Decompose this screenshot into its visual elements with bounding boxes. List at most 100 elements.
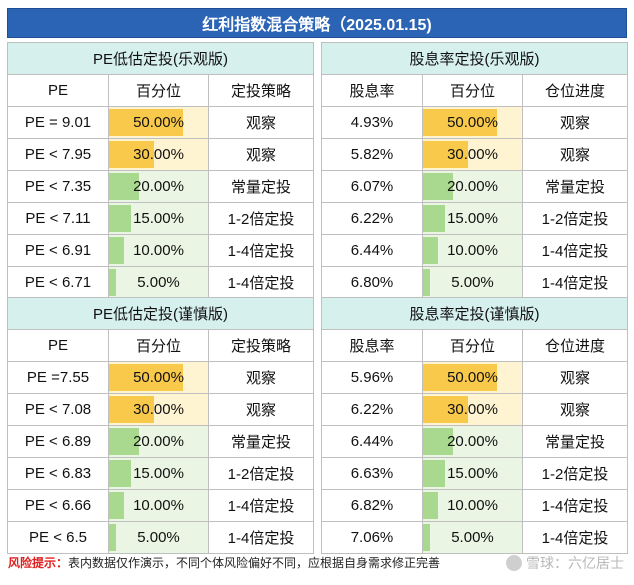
percentile-bar: [423, 428, 453, 455]
plan-cell: 1-4倍定投: [207, 489, 315, 522]
strategy-table: 股息率定投(谨慎版) 股息率 百分位 仓位进度 5.96% 50.00% 观察 6.22% 30…: [320, 297, 629, 554]
percentile-bar: [423, 141, 468, 168]
percentile-bar: [423, 396, 468, 423]
percentile-cell: 50.00%: [422, 106, 523, 139]
plan-cell: 常量定投: [521, 170, 629, 203]
strategy-table: PE低估定投(乐观版) PE 百分位 定投策略 PE = 9.01 50.00% 观察 PE …: [6, 42, 315, 299]
percentile-cell: 50.00%: [108, 361, 209, 394]
percentile-value: 50.00%: [447, 114, 498, 131]
percentile-cell: 30.00%: [422, 393, 523, 426]
table-row: 5.96% 50.00% 观察: [321, 361, 629, 394]
column-header: 定投策略: [207, 329, 315, 362]
percentile-bar: [109, 428, 139, 455]
strategy-table: PE低估定投(谨慎版) PE 百分位 定投策略 PE =7.55 50.00% 观察 PE <…: [6, 297, 315, 554]
percentile-cell: 20.00%: [422, 425, 523, 458]
percentile-cell: 15.00%: [108, 457, 209, 490]
panel-title: 股息率定投(谨慎版): [320, 297, 629, 330]
percentile-bar: [423, 237, 438, 264]
percentile-cell: 20.00%: [108, 425, 209, 458]
column-header: 百分位: [422, 329, 523, 362]
percentile-cell: 10.00%: [422, 234, 523, 267]
metric-cell: 5.96%: [321, 361, 423, 394]
percentile-cell: 50.00%: [422, 361, 523, 394]
percentile-cell: 30.00%: [422, 138, 523, 171]
risk-note-text: 表内数据仅作演示，不同个体风险偏好不同，应根据自身需求修正完善: [68, 556, 441, 570]
percentile-bar: [423, 524, 431, 551]
column-header: 仓位进度: [521, 74, 629, 107]
plan-cell: 常量定投: [207, 170, 315, 203]
percentile-value: 50.00%: [133, 114, 184, 131]
percentile-bar-track: [423, 522, 522, 553]
percentile-cell: 5.00%: [108, 521, 209, 554]
percentile-bar: [423, 460, 446, 487]
percentile-value: 20.00%: [447, 433, 498, 450]
column-header: 百分位: [422, 74, 523, 107]
table-row: PE < 6.66 10.00% 1-4倍定投: [7, 489, 315, 522]
percentile-cell: 10.00%: [108, 234, 209, 267]
column-header: 百分位: [108, 329, 209, 362]
plan-cell: 1-2倍定投: [207, 457, 315, 490]
percentile-value: 10.00%: [133, 242, 184, 259]
plan-cell: 1-2倍定投: [521, 202, 629, 235]
strategy-table: 股息率定投(乐观版) 股息率 百分位 仓位进度 4.93% 50.00% 观察 5.82% 30…: [320, 42, 629, 299]
plan-cell: 观察: [207, 138, 315, 171]
metric-cell: 6.07%: [321, 170, 423, 203]
column-header: 股息率: [321, 329, 423, 362]
metric-cell: PE < 6.89: [7, 425, 109, 458]
metric-cell: PE =7.55: [7, 361, 109, 394]
percentile-cell: 5.00%: [422, 521, 523, 554]
column-header: 定投策略: [207, 74, 315, 107]
watermark-text: 雪球：六亿居士: [526, 555, 624, 571]
table-row: PE =7.55 50.00% 观察: [7, 361, 315, 394]
plan-cell: 1-4倍定投: [521, 489, 629, 522]
percentile-value: 15.00%: [133, 465, 184, 482]
percentile-cell: 15.00%: [422, 202, 523, 235]
percentile-bar: [423, 205, 446, 232]
percentile-cell: 30.00%: [108, 138, 209, 171]
percentile-bar-track: [109, 490, 208, 521]
percentile-value: 10.00%: [133, 497, 184, 514]
percentile-bar-track: [423, 267, 522, 298]
sheet-title: 红利指数混合策略（2025.01.15): [7, 8, 627, 38]
plan-cell: 1-4倍定投: [207, 521, 315, 554]
column-header: 股息率: [321, 74, 423, 107]
plan-cell: 1-4倍定投: [521, 234, 629, 267]
percentile-value: 30.00%: [133, 401, 184, 418]
plan-cell: 观察: [521, 393, 629, 426]
percentile-value: 30.00%: [447, 401, 498, 418]
percentile-bar: [109, 492, 124, 519]
metric-cell: PE < 6.5: [7, 521, 109, 554]
metric-cell: 6.82%: [321, 489, 423, 522]
percentile-value: 15.00%: [447, 465, 498, 482]
plan-cell: 1-2倍定投: [207, 202, 315, 235]
table-row: 6.44% 20.00% 常量定投: [321, 425, 629, 458]
metric-cell: 6.80%: [321, 266, 423, 299]
plan-cell: 1-4倍定投: [521, 266, 629, 299]
plan-cell: 1-4倍定投: [521, 521, 629, 554]
table-row: PE < 6.71 5.00% 1-4倍定投: [7, 266, 315, 299]
metric-cell: 7.06%: [321, 521, 423, 554]
column-header: 仓位进度: [521, 329, 629, 362]
metric-cell: PE < 6.83: [7, 457, 109, 490]
metric-cell: 6.44%: [321, 234, 423, 267]
table-row: 6.22% 30.00% 观察: [321, 393, 629, 426]
table-row: PE < 7.08 30.00% 观察: [7, 393, 315, 426]
percentile-bar-track: [109, 267, 208, 298]
percentile-bar: [423, 173, 453, 200]
plan-cell: 观察: [521, 106, 629, 139]
panel-dividend-cautious: 股息率定投(谨慎版) 股息率 百分位 仓位进度 5.96% 50.00% 观察 6.22% 30…: [320, 297, 629, 554]
percentile-value: 50.00%: [447, 369, 498, 386]
percentile-cell: 15.00%: [422, 457, 523, 490]
table-row: 6.82% 10.00% 1-4倍定投: [321, 489, 629, 522]
watermark: 雪球：六亿居士: [506, 553, 624, 573]
percentile-bar-track: [109, 522, 208, 553]
plan-cell: 观察: [521, 138, 629, 171]
column-header: 百分位: [108, 74, 209, 107]
plan-cell: 观察: [207, 393, 315, 426]
plan-cell: 观察: [207, 106, 315, 139]
percentile-bar: [109, 205, 132, 232]
table-row: PE < 6.91 10.00% 1-4倍定投: [7, 234, 315, 267]
table-row: PE < 7.95 30.00% 观察: [7, 138, 315, 171]
percentile-bar-track: [423, 235, 522, 266]
